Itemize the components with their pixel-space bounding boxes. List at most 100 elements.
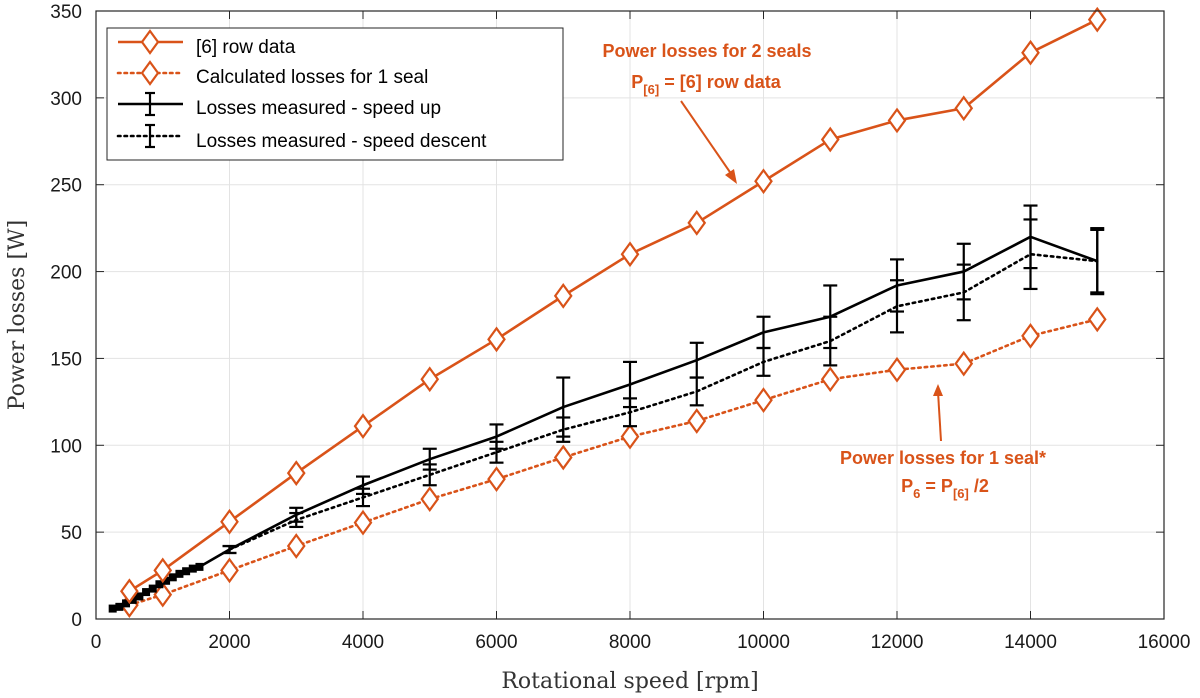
- data-point-diamond: [487, 466, 506, 493]
- data-point-square: [128, 595, 137, 604]
- annotation-1-seal-title: Power losses for 1 seal*: [840, 448, 1046, 468]
- data-point-diamond: [620, 241, 640, 268]
- data-point-square: [155, 580, 164, 589]
- data-point-diamond: [220, 557, 239, 584]
- data-point-diamond: [553, 444, 573, 471]
- data-point-errorbar: [556, 376, 571, 438]
- data-point-diamond: [1087, 306, 1107, 333]
- data-point-diamond: [353, 413, 373, 440]
- y-tick-label: 100: [50, 436, 82, 457]
- x-tick-label: 10000: [737, 632, 790, 653]
- legend-label-speed-descent: Losses measured - speed descent: [196, 131, 487, 152]
- legend-label-speed-up: Losses measured - speed up: [196, 98, 441, 119]
- legend-items: [116, 29, 185, 149]
- data-point-diamond: [420, 486, 440, 513]
- data-point-square: [108, 604, 117, 613]
- annotation-2-seals-arrow-shaft: [680, 100, 735, 179]
- series-line: [128, 318, 1099, 607]
- data-point-square: [168, 573, 177, 582]
- data-point-diamond: [887, 356, 907, 383]
- data-point-diamond: [553, 283, 573, 309]
- data-point-diamond: [954, 350, 974, 377]
- legend-symbol-1: [116, 60, 185, 86]
- data-point-square: [162, 576, 171, 585]
- data-point-diamond: [687, 408, 707, 434]
- y-tick-label: 350: [50, 2, 82, 23]
- data-point-square: [135, 592, 144, 601]
- legend-symbol-0: [118, 29, 183, 55]
- data-point-square: [188, 564, 197, 573]
- data-point-square: [148, 584, 157, 593]
- y-axis-label: Power losses [W]: [5, 220, 30, 410]
- legend-symbol-2: [118, 91, 183, 117]
- x-tick-label: 14000: [1004, 632, 1057, 653]
- y-tick-label: 250: [50, 176, 82, 197]
- data-point-diamond: [286, 460, 306, 486]
- data-point-square: [142, 588, 151, 597]
- x-tick-label: 8000: [609, 632, 651, 653]
- data-point-errorbar: [422, 447, 437, 471]
- data-point-square: [195, 562, 204, 571]
- legend-symbol-3: [116, 123, 185, 149]
- data-point-diamond: [820, 126, 840, 153]
- y-tick-label: 0: [71, 610, 82, 631]
- legend-diamond: [140, 29, 160, 55]
- x-tick-label: 0: [91, 632, 102, 653]
- annotation-2-seals-formula: P[6] = [6] row data: [631, 72, 781, 97]
- data-point-diamond: [687, 210, 707, 236]
- x-tick-label: 4000: [342, 632, 384, 653]
- x-axis-label: Rotational speed [rpm]: [501, 669, 758, 694]
- series-group: [108, 6, 1107, 618]
- data-point-diamond: [487, 326, 506, 353]
- data-point-diamond: [286, 533, 306, 559]
- data-point-errorbar: [489, 423, 504, 450]
- data-point-errorbar: [289, 506, 304, 523]
- y-tick-label: 300: [50, 89, 82, 110]
- data-point-diamond: [1021, 39, 1040, 66]
- legend-diamond: [140, 60, 160, 86]
- annotation-2-seals-arrow-head: [725, 169, 737, 184]
- data-point-diamond: [120, 578, 139, 605]
- annotation-2-seals: Power losses for 2 seals P[6] = [6] row …: [602, 41, 812, 184]
- data-point-errorbar: [823, 284, 838, 350]
- data-point-diamond: [754, 387, 773, 413]
- data-point-square: [175, 569, 184, 578]
- series-0: [120, 6, 1107, 605]
- annotation-1-seal: Power losses for 1 seal* P6 = P[6] /2: [840, 384, 1046, 501]
- series-line: [228, 252, 1099, 551]
- x-tick-label: 12000: [871, 632, 924, 653]
- data-point-square: [122, 599, 131, 608]
- data-point-errorbar: [222, 544, 237, 555]
- data-point-errorbar: [956, 242, 971, 301]
- data-point-diamond: [620, 423, 640, 450]
- data-point-errorbar: [890, 258, 904, 313]
- data-point-diamond: [954, 95, 974, 122]
- annotation-1-seal-arrow-shaft: [937, 391, 942, 442]
- legend-box: [106, 27, 564, 161]
- data-point-diamond: [153, 581, 173, 608]
- y-tick-label: 200: [50, 263, 82, 284]
- data-point-diamond: [153, 557, 173, 584]
- data-point-square: [115, 602, 124, 611]
- data-point-errorbar: [623, 360, 637, 409]
- data-point-errorbar: [1090, 227, 1105, 296]
- legend-label-row-data: [6] row data: [196, 37, 296, 58]
- legend: [6] row data Calculated losses for 1 sea…: [106, 27, 564, 161]
- annotation-1-seal-arrow-head: [933, 384, 943, 396]
- data-point-square: [182, 567, 191, 576]
- data-point-diamond: [1087, 6, 1107, 33]
- data-point-diamond: [1021, 322, 1040, 349]
- data-point-diamond: [220, 508, 239, 535]
- x-tick-label: 16000: [1138, 632, 1191, 653]
- legend-label-calculated-losses: Calculated losses for 1 seal: [196, 67, 428, 88]
- data-point-diamond: [887, 107, 907, 134]
- series-2: [108, 204, 1105, 613]
- axis-ticks: 0 2000 4000 6000 8000 10000 12000 14000 16000 0 50…: [50, 2, 1190, 653]
- x-tick-label: 6000: [475, 632, 517, 653]
- y-tick-label: 50: [61, 523, 82, 544]
- annotation-2-seals-title: Power losses for 2 seals: [602, 41, 811, 61]
- data-point-diamond: [754, 168, 773, 195]
- data-point-errorbar: [356, 475, 370, 496]
- data-point-errorbar: [756, 315, 771, 350]
